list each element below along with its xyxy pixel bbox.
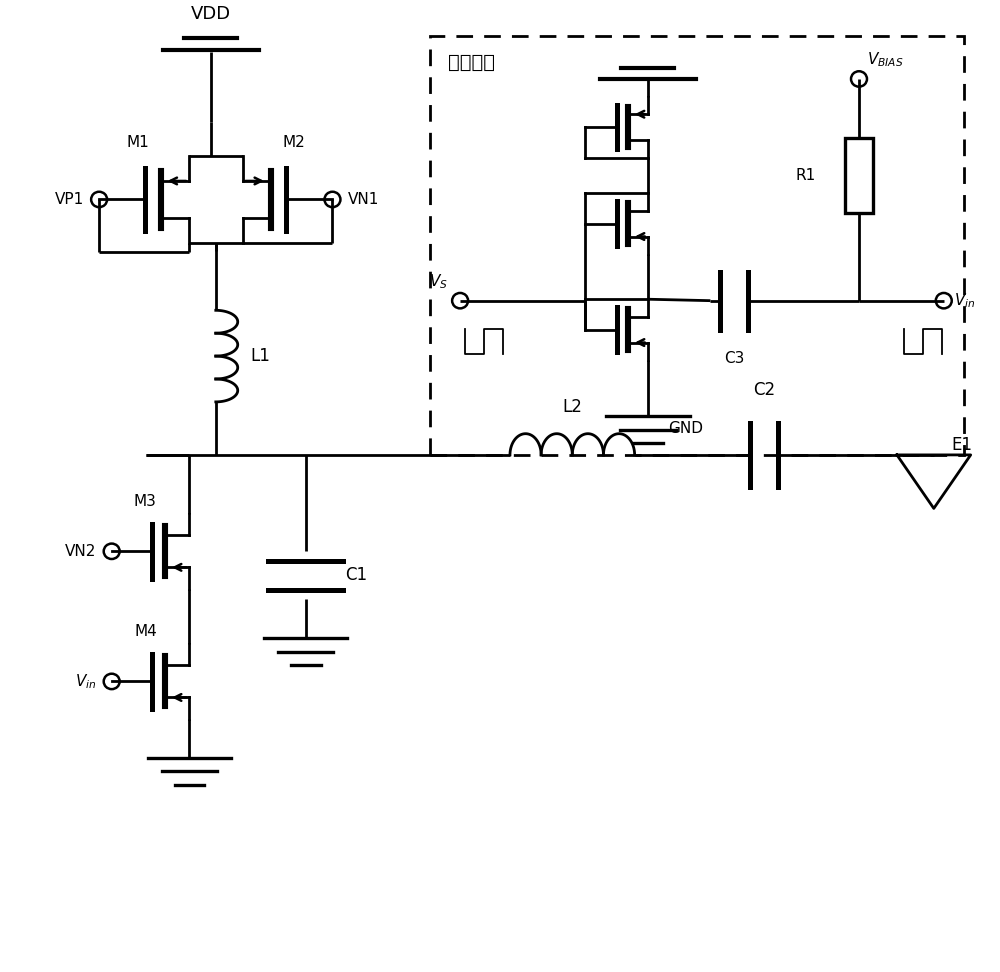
Text: M3: M3	[134, 494, 157, 508]
Text: 偏置电路: 偏置电路	[448, 52, 495, 72]
Text: VP1: VP1	[55, 191, 84, 207]
Text: E1: E1	[952, 436, 973, 454]
Text: L2: L2	[562, 399, 582, 416]
Text: M1: M1	[127, 135, 149, 151]
Text: R1: R1	[796, 168, 816, 183]
Text: $V_{in}$: $V_{in}$	[954, 292, 975, 310]
Bar	[845, 138, 873, 213]
Text: $V_{in}$: $V_{in}$	[75, 672, 97, 691]
Text: C1: C1	[345, 567, 368, 584]
Text: $V_S$: $V_S$	[429, 272, 448, 291]
Text: M4: M4	[134, 624, 157, 639]
Text: GND: GND	[668, 421, 703, 436]
Text: VN1: VN1	[347, 191, 379, 207]
Text: $V_{BIAS}$: $V_{BIAS}$	[867, 51, 904, 69]
Text: VN2: VN2	[65, 543, 97, 559]
Text: L1: L1	[251, 347, 271, 365]
Bar	[430, 36, 964, 455]
Text: C2: C2	[753, 381, 775, 399]
Text: VDD: VDD	[191, 5, 231, 23]
Text: M2: M2	[282, 135, 305, 151]
Text: C3: C3	[724, 351, 745, 365]
